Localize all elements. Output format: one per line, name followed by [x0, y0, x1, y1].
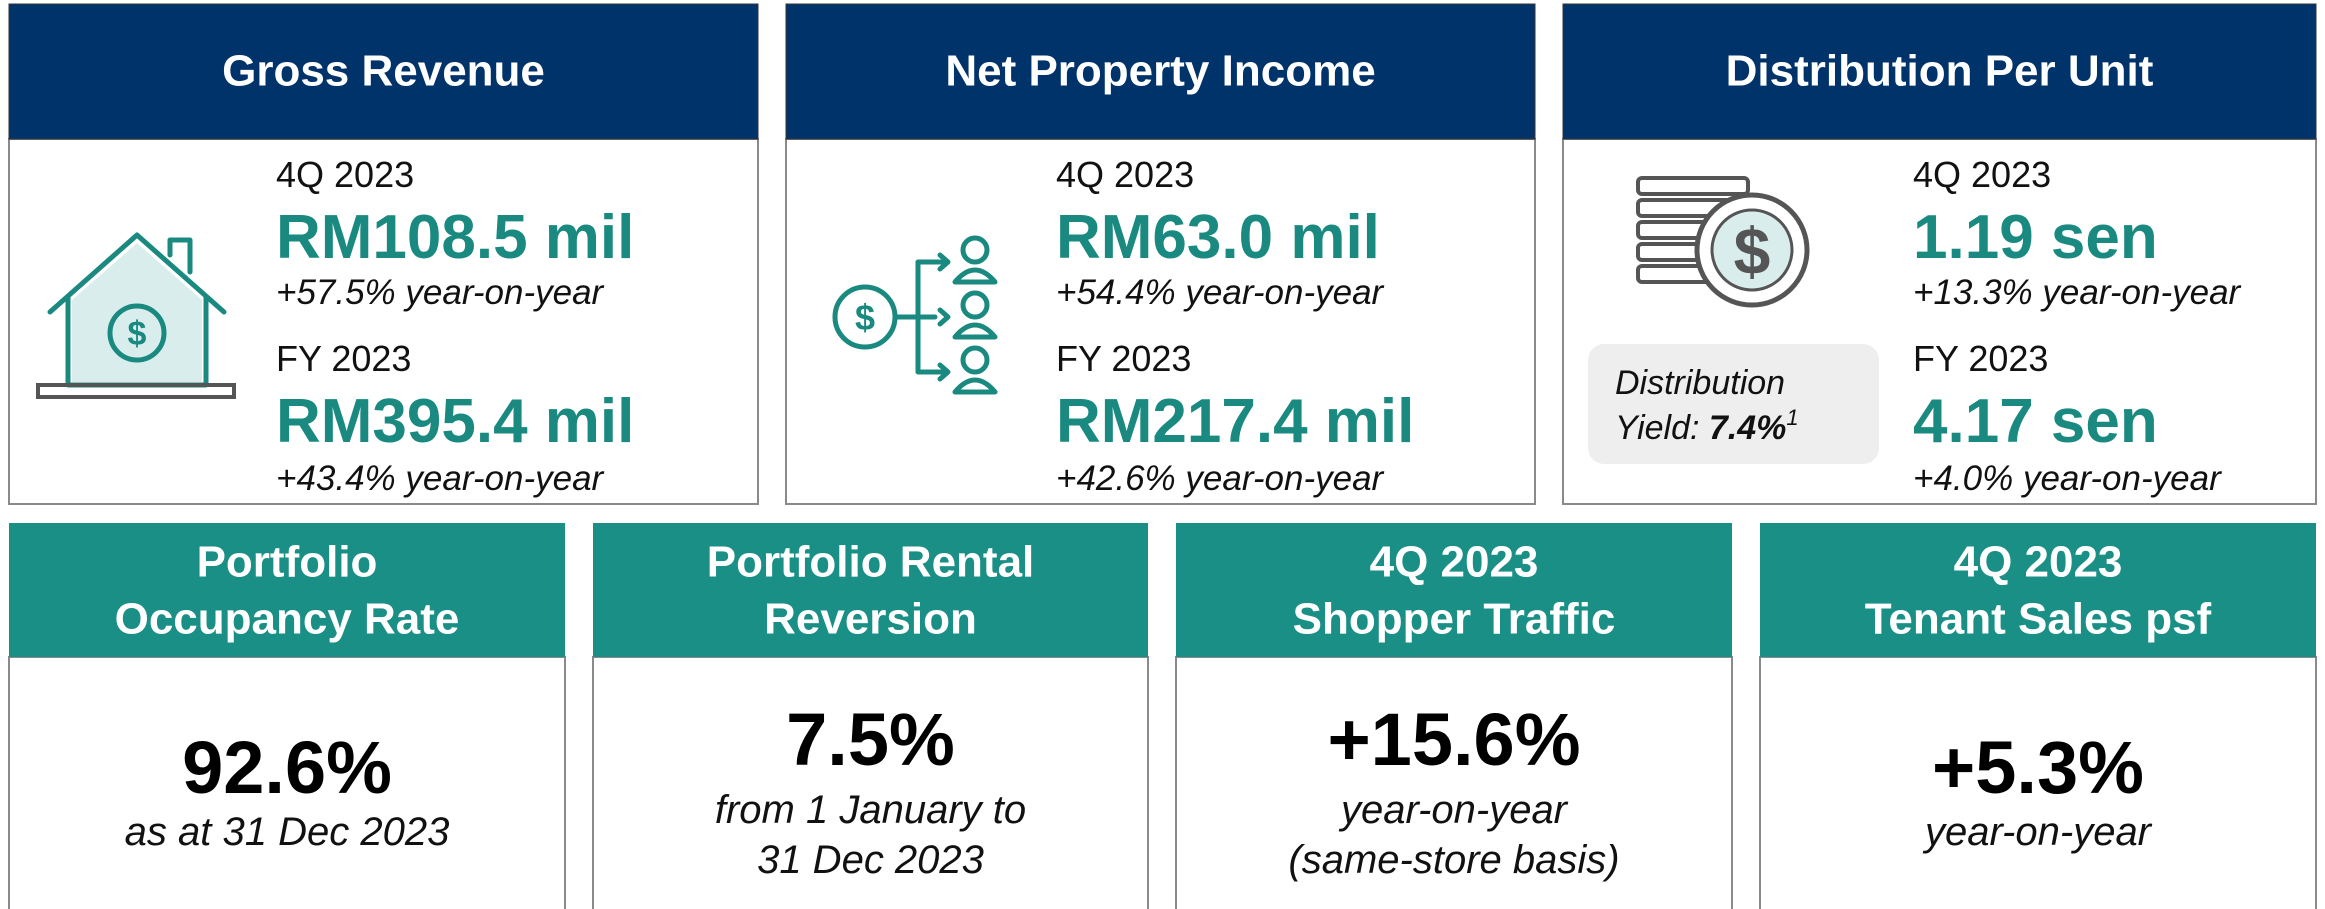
svg-text:$: $ — [855, 297, 875, 338]
card-title: 4Q 2023 — [1370, 538, 1539, 587]
card-body — [8, 656, 566, 909]
value: 4.17 sen — [1913, 387, 2158, 456]
period: 4Q 2023 — [1913, 154, 2051, 195]
card-title: Portfolio Rental — [707, 538, 1035, 587]
yield-text: Yield: 7.4%1 — [1615, 405, 1799, 447]
card-title: Distribution Per Unit — [1726, 47, 2154, 96]
card-header — [9, 523, 565, 657]
change: +54.4% year-on-year — [1056, 273, 1385, 312]
change: +57.5% year-on-year — [276, 273, 605, 312]
card-body — [785, 138, 1536, 505]
period: FY 2023 — [1056, 338, 1191, 379]
card-title: Gross Revenue — [222, 47, 545, 96]
metric-note: (same-store basis) — [1288, 838, 1619, 882]
value: RM108.5 mil — [276, 203, 634, 272]
metric-note: year-on-year — [1922, 810, 2153, 854]
svg-text:$: $ — [1734, 214, 1771, 288]
card-header — [8, 3, 759, 140]
value: RM63.0 mil — [1056, 203, 1380, 272]
change: +43.4% year-on-year — [276, 459, 605, 498]
metric-value: 7.5% — [786, 698, 955, 781]
value: RM217.4 mil — [1056, 387, 1414, 456]
card-title: Portfolio — [197, 538, 378, 587]
change: +42.6% year-on-year — [1056, 459, 1385, 498]
metric-value: +5.3% — [1932, 726, 2144, 809]
card-body — [1175, 656, 1733, 909]
change: +13.3% year-on-year — [1913, 273, 2242, 312]
card-body — [1759, 656, 2317, 909]
period: 4Q 2023 — [1056, 154, 1194, 195]
card-title: 4Q 2023 — [1954, 538, 2123, 587]
metric-note: year-on-year — [1338, 788, 1569, 832]
metric-value: 92.6% — [182, 726, 392, 809]
income-flow-icon: $ — [832, 235, 998, 395]
card-body — [592, 656, 1149, 909]
period: FY 2023 — [276, 338, 411, 379]
card-header — [1562, 3, 2317, 140]
yield-footnote: 1 — [1786, 405, 1798, 430]
house-icon: $ — [36, 232, 236, 399]
change: +4.0% year-on-year — [1913, 459, 2222, 498]
period: 4Q 2023 — [276, 154, 414, 195]
metric-note: 31 Dec 2023 — [757, 838, 984, 882]
metric-value: +15.6% — [1327, 698, 1580, 781]
card-header — [593, 523, 1148, 657]
value: 1.19 sen — [1913, 203, 2158, 272]
yield-label: Yield: — [1615, 409, 1699, 447]
value: RM395.4 mil — [276, 387, 634, 456]
card-header — [1760, 523, 2316, 657]
card-title: Shopper Traffic — [1293, 595, 1616, 644]
card-title: Occupancy Rate — [115, 595, 460, 644]
yield-box — [1588, 344, 1879, 464]
card-header — [785, 3, 1536, 140]
period: FY 2023 — [1913, 338, 2048, 379]
metric-note: as at 31 Dec 2023 — [125, 810, 450, 854]
coins-icon: $ — [1636, 176, 1810, 308]
card-title: Reversion — [764, 595, 977, 644]
yield-line: Distribution — [1615, 364, 1785, 402]
card-title: Net Property Income — [945, 47, 1375, 96]
card-title: Tenant Sales psf — [1865, 595, 2212, 644]
metric-note: from 1 January to — [715, 788, 1026, 832]
card-header — [1176, 523, 1732, 657]
svg-text:$: $ — [128, 315, 147, 353]
yield-value: 7.4% — [1709, 409, 1787, 447]
